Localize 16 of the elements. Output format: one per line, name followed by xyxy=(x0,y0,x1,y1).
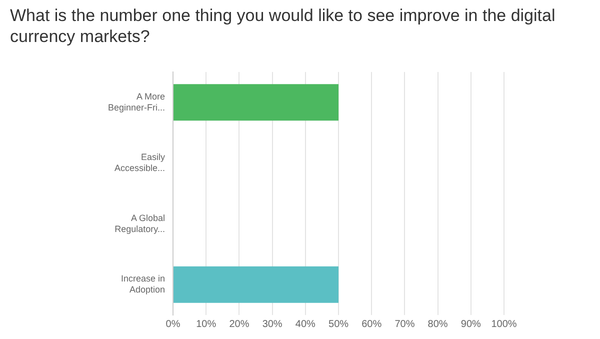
x-tick-label: 0% xyxy=(166,318,180,330)
x-tick-label: 40% xyxy=(295,318,316,330)
x-tick-label: 20% xyxy=(229,318,250,330)
x-tick-label: 70% xyxy=(394,318,415,330)
x-tick-label: 50% xyxy=(328,318,349,330)
x-tick-label: 30% xyxy=(262,318,282,330)
y-tick-label: Increase in Adoption xyxy=(120,274,166,295)
x-tick-label: 60% xyxy=(362,318,382,330)
chart-title: What is the number one thing you would like to see improve in the digital currency markets? xyxy=(10,5,556,47)
x-tick-label: 100% xyxy=(491,318,517,330)
y-tick-label: A More Beginner-Fri... xyxy=(108,91,166,112)
x-tick-label: 10% xyxy=(196,318,216,330)
x-tick-label: 90% xyxy=(460,318,482,330)
y-tick-label: Easily Accessible... xyxy=(114,152,166,174)
y-tick-label: A Global Regulatory... xyxy=(114,212,166,234)
x-tick-label: 80% xyxy=(428,318,448,330)
